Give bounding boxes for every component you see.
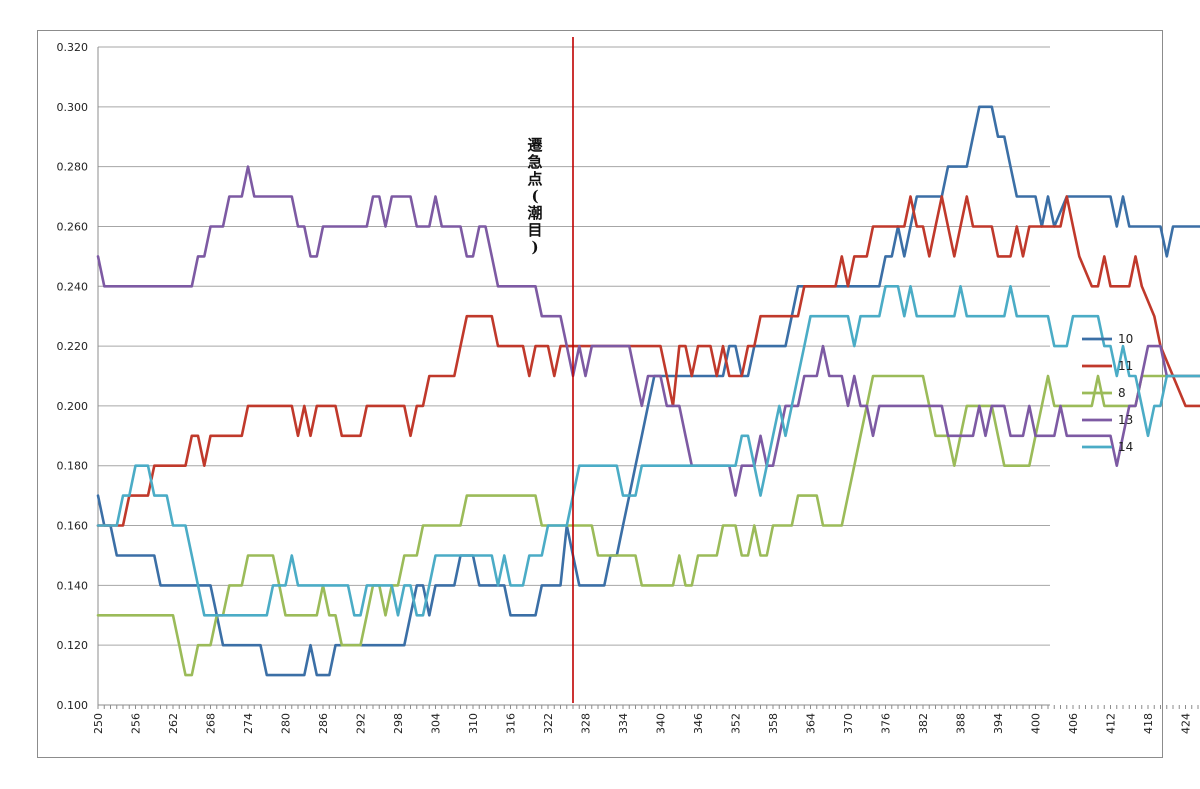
x-tick-label: 388 [955,713,968,734]
annotation-char: 目 [527,221,542,239]
y-tick-label: 0.220 [57,340,89,353]
annotation-char: 急 [527,153,542,171]
x-tick-label: 400 [1030,713,1043,734]
x-tick-label: 322 [542,713,555,734]
x-tick-label: 346 [692,713,705,734]
x-tick-label: 316 [505,713,518,734]
x-tick-label: 334 [617,713,630,734]
y-tick-label: 0.280 [57,161,89,174]
annotations: 遷急点(潮目)遷急点(潮目) [527,37,574,703]
x-tick-label: 286 [317,713,330,734]
y-tick-label: 0.260 [57,220,89,233]
x-tick-label: 352 [730,713,743,734]
x-tick-label: 340 [655,713,668,734]
y-tick-label: 0.200 [57,400,89,413]
y-tick-label: 0.240 [57,280,89,293]
legend-label: 8 [1118,386,1126,400]
y-tick-label: 0.300 [57,101,89,114]
annotation-char: 潮 [527,204,542,222]
annotation-char: ) [531,238,538,256]
x-tick-label: 256 [130,713,143,734]
series-line-14 [96,284,1200,617]
x-tick-label: 382 [917,713,930,734]
legend-label: 11 [1118,359,1133,373]
y-tick-label: 0.120 [57,639,89,652]
x-tick-label: 406 [1067,713,1080,734]
x-tick-label: 376 [880,713,893,734]
annotation-char: ( [531,187,538,205]
series-line-8 [96,374,1200,677]
legend-label: 13 [1118,413,1133,427]
x-tick-label: 304 [430,713,443,734]
y-tick-label: 0.320 [57,41,89,54]
x-tick-label: 298 [392,713,405,734]
x-tick-label: 328 [580,713,593,734]
annotation-char: 遷 [527,136,542,154]
series-line-10 [96,105,1200,677]
x-tick-label: 310 [467,713,480,734]
x-tick-label: 370 [842,713,855,734]
legend: 10 11 8 13 14 [1082,332,1133,454]
x-tick-label: 292 [355,713,368,734]
y-tick-label: 0.140 [57,579,89,592]
x-tick-label: 268 [205,713,218,734]
series-line-13 [96,165,1200,497]
x-tick-label: 364 [805,713,818,734]
y-tick-label: 0.160 [57,520,89,533]
x-tick-label: 262 [167,713,180,734]
annotation-char: 点 [527,170,542,188]
y-tick-label: 0.180 [57,460,89,473]
y-tick-label: 0.100 [57,699,89,712]
legend-label: 14 [1118,440,1133,454]
x-tick-label: 250 [92,713,105,734]
axes: 0.100 0.120 0.140 0.160 0.180 0.200 0.220 0.240… [57,41,1199,734]
x-tick-label: 418 [1142,713,1155,734]
chart-frame [37,30,1163,758]
x-tick-label: 274 [242,713,255,734]
series-line-11 [96,195,1200,527]
x-tick-label: 412 [1105,713,1118,734]
x-tick-label: 424 [1180,713,1193,734]
legend-label: 10 [1118,332,1133,346]
x-tick-label: 394 [992,713,1005,734]
x-tick-label: 358 [767,713,780,734]
x-tick-label: 280 [280,713,293,734]
series-lines [96,105,1200,677]
